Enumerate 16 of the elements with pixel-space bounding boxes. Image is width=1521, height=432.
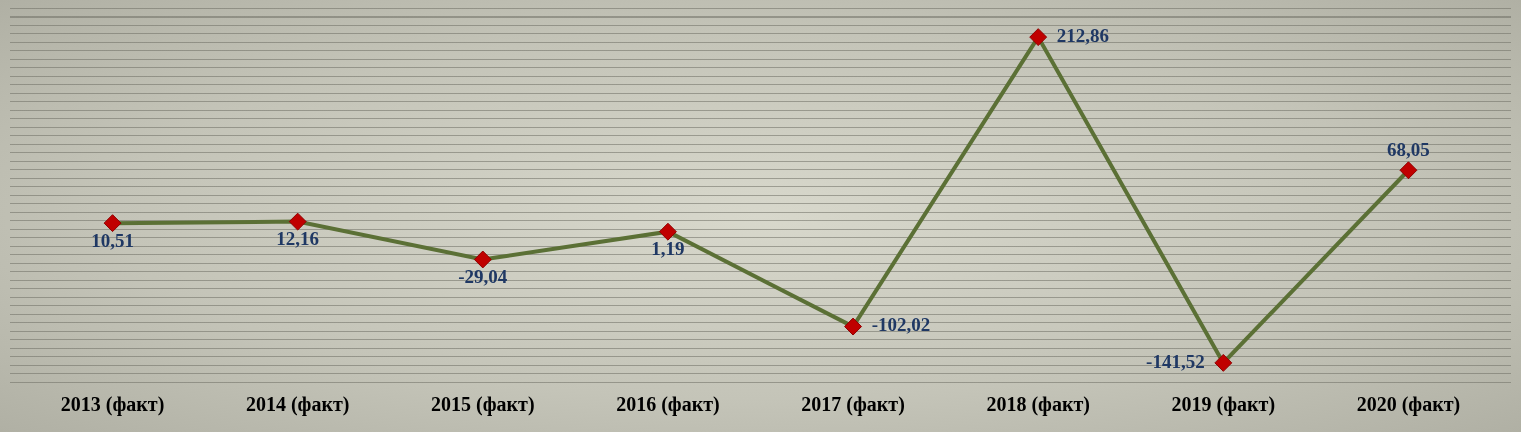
x-tick-label: 2014 (факт) xyxy=(245,393,350,416)
data-label: -102,02 xyxy=(862,314,940,336)
x-tick-label: 2019 (факт) xyxy=(1171,393,1276,416)
data-label: 10,51 xyxy=(81,229,144,251)
x-tick-label: 2020 (факт) xyxy=(1356,393,1461,416)
data-label: -141,52 xyxy=(1136,350,1215,372)
data-label: 68,05 xyxy=(1377,139,1440,161)
data-label: -29,04 xyxy=(448,265,517,287)
data-label: 12,16 xyxy=(266,227,329,249)
x-tick-label: 2016 (факт) xyxy=(616,393,720,416)
x-tick-label: 2013 (факт) xyxy=(60,393,165,416)
data-label: 212,86 xyxy=(1047,24,1119,46)
x-tick-label: 2018 (факт) xyxy=(986,393,1090,416)
data-label: 1,19 xyxy=(641,238,695,260)
x-tick-label: 2015 (факт) xyxy=(431,393,535,416)
x-tick-label: 2017 (факт) xyxy=(801,393,905,416)
